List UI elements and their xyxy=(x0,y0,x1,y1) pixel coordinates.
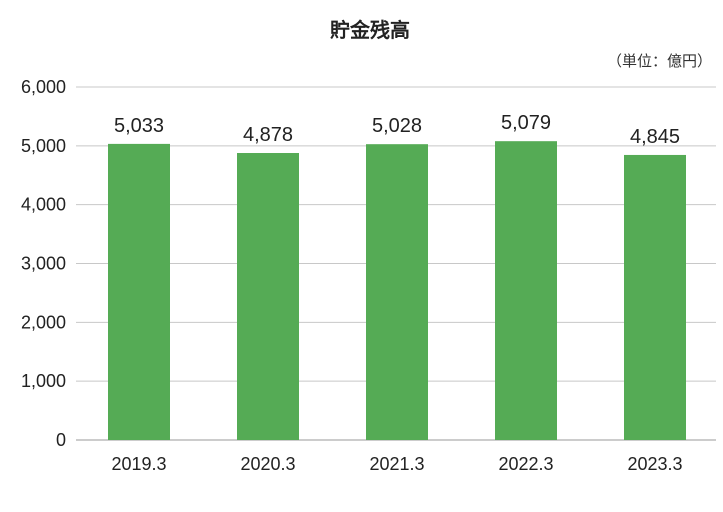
data-label: 5,033 xyxy=(114,115,164,137)
bar xyxy=(624,154,686,440)
x-axis-tick-labels: 2019.3 2020.3 2021.3 2022.3 2023.3 xyxy=(111,454,682,474)
data-label: 5,079 xyxy=(501,112,551,134)
y-tick-label: 3,000 xyxy=(21,254,66,274)
bar xyxy=(366,144,428,440)
y-tick-label: 1,000 xyxy=(21,371,66,391)
chart-title: 貯金残高 xyxy=(330,18,410,42)
unit-note: （単位：億円） xyxy=(607,52,712,70)
data-label: 5,028 xyxy=(372,115,422,137)
y-tick-label: 0 xyxy=(56,430,66,450)
data-label: 4,845 xyxy=(630,126,680,148)
x-tick-label: 2019.3 xyxy=(111,454,166,474)
data-label: 4,878 xyxy=(243,124,293,146)
y-tick-label: 2,000 xyxy=(21,312,66,332)
y-axis-tick-labels: 0 1,000 2,000 3,000 4,000 5,000 6,000 xyxy=(21,77,66,450)
y-tick-label: 4,000 xyxy=(21,195,66,215)
bar xyxy=(495,141,557,441)
x-tick-label: 2020.3 xyxy=(240,454,295,474)
y-tick-label: 6,000 xyxy=(21,77,66,97)
x-tick-label: 2022.3 xyxy=(498,454,553,474)
y-tick-label: 5,000 xyxy=(21,136,66,156)
x-tick-label: 2021.3 xyxy=(369,454,424,474)
bars xyxy=(108,141,686,441)
x-tick-label: 2023.3 xyxy=(627,454,682,474)
data-labels: 5,033 4,878 5,028 5,079 4,845 xyxy=(114,112,680,148)
bar xyxy=(237,153,299,441)
bar xyxy=(108,143,170,440)
